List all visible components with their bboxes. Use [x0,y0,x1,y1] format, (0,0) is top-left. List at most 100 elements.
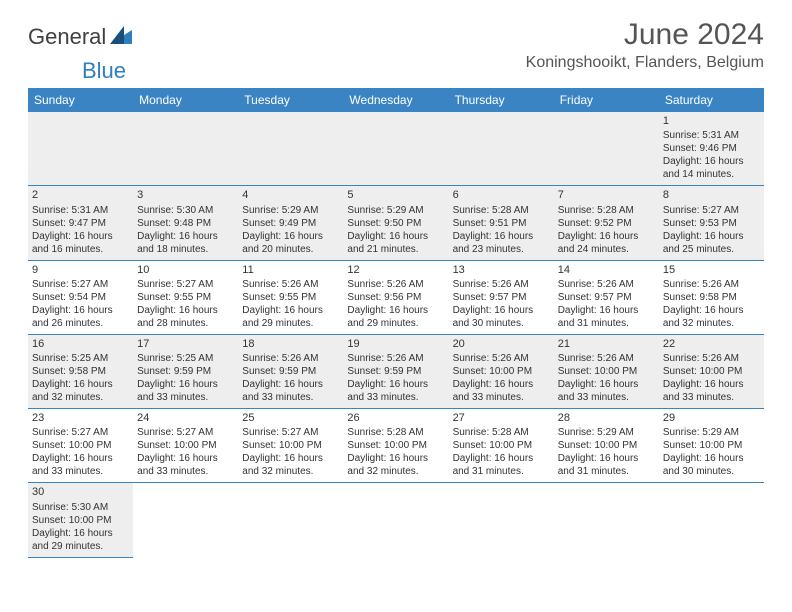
day-detail: Sunrise: 5:30 AM [32,501,129,514]
day-detail: Sunset: 9:58 PM [32,365,129,378]
day-detail: Sunset: 9:54 PM [32,291,129,304]
day-detail: Daylight: 16 hours [558,378,655,391]
calendar-cell [238,483,343,557]
day-detail: Sunrise: 5:26 AM [663,278,760,291]
day-header: Saturday [659,88,764,112]
day-number: 12 [347,263,444,277]
day-detail: and 33 minutes. [32,465,129,478]
calendar-cell [28,112,133,186]
calendar-cell: 5Sunrise: 5:29 AMSunset: 9:50 PMDaylight… [343,186,448,260]
day-number: 28 [558,411,655,425]
day-detail: Sunrise: 5:27 AM [137,426,234,439]
calendar-row: 16Sunrise: 5:25 AMSunset: 9:58 PMDayligh… [28,334,764,408]
day-detail: Sunrise: 5:25 AM [137,352,234,365]
calendar-cell: 30Sunrise: 5:30 AMSunset: 10:00 PMDaylig… [28,483,133,557]
calendar-row: 1Sunrise: 5:31 AMSunset: 9:46 PMDaylight… [28,112,764,186]
day-header: Tuesday [238,88,343,112]
day-detail: Daylight: 16 hours [32,378,129,391]
day-number: 7 [558,188,655,202]
day-detail: and 29 minutes. [347,317,444,330]
logo-sail-icon [110,26,132,49]
day-detail: and 16 minutes. [32,243,129,256]
day-detail: Sunset: 9:57 PM [558,291,655,304]
day-number: 13 [453,263,550,277]
day-detail: Sunrise: 5:31 AM [32,204,129,217]
day-detail: and 18 minutes. [137,243,234,256]
calendar-cell: 16Sunrise: 5:25 AMSunset: 9:58 PMDayligh… [28,334,133,408]
calendar-cell: 6Sunrise: 5:28 AMSunset: 9:51 PMDaylight… [449,186,554,260]
day-detail: and 24 minutes. [558,243,655,256]
day-detail: Sunset: 9:57 PM [453,291,550,304]
day-detail: and 32 minutes. [32,391,129,404]
day-detail: and 33 minutes. [137,391,234,404]
day-header: Friday [554,88,659,112]
calendar-cell: 3Sunrise: 5:30 AMSunset: 9:48 PMDaylight… [133,186,238,260]
day-detail: Daylight: 16 hours [137,230,234,243]
day-detail: and 32 minutes. [347,465,444,478]
day-detail: Sunrise: 5:27 AM [32,426,129,439]
day-detail: Sunset: 10:00 PM [32,439,129,452]
day-detail: Sunrise: 5:26 AM [558,352,655,365]
calendar-cell: 26Sunrise: 5:28 AMSunset: 10:00 PMDaylig… [343,409,448,483]
day-detail: Sunset: 9:55 PM [242,291,339,304]
day-detail: Daylight: 16 hours [32,304,129,317]
day-detail: Sunset: 10:00 PM [453,365,550,378]
day-detail: Daylight: 16 hours [453,230,550,243]
day-number: 19 [347,337,444,351]
day-detail: Daylight: 16 hours [558,304,655,317]
calendar-row: 2Sunrise: 5:31 AMSunset: 9:47 PMDaylight… [28,186,764,260]
calendar-cell: 29Sunrise: 5:29 AMSunset: 10:00 PMDaylig… [659,409,764,483]
day-number: 24 [137,411,234,425]
day-detail: Sunrise: 5:29 AM [347,204,444,217]
calendar-row: 23Sunrise: 5:27 AMSunset: 10:00 PMDaylig… [28,409,764,483]
day-number: 14 [558,263,655,277]
day-detail: Sunrise: 5:26 AM [453,278,550,291]
day-number: 17 [137,337,234,351]
calendar-cell: 8Sunrise: 5:27 AMSunset: 9:53 PMDaylight… [659,186,764,260]
day-detail: Sunset: 9:47 PM [32,217,129,230]
calendar-cell [554,112,659,186]
day-detail: Sunset: 9:50 PM [347,217,444,230]
calendar-cell [449,483,554,557]
day-detail: and 33 minutes. [137,465,234,478]
day-number: 27 [453,411,550,425]
day-detail: Sunset: 9:53 PM [663,217,760,230]
calendar-cell [343,483,448,557]
day-detail: and 29 minutes. [32,540,129,553]
day-detail: Daylight: 16 hours [242,304,339,317]
day-detail: Sunrise: 5:29 AM [558,426,655,439]
day-detail: Daylight: 16 hours [32,452,129,465]
day-detail: and 29 minutes. [242,317,339,330]
calendar-cell: 1Sunrise: 5:31 AMSunset: 9:46 PMDaylight… [659,112,764,186]
logo-text-blue: Blue [82,58,792,84]
day-detail: and 23 minutes. [453,243,550,256]
day-detail: Daylight: 16 hours [663,155,760,168]
day-detail: Sunrise: 5:26 AM [558,278,655,291]
day-detail: Daylight: 16 hours [558,230,655,243]
day-detail: Sunrise: 5:31 AM [663,129,760,142]
calendar-cell [554,483,659,557]
calendar-cell: 28Sunrise: 5:29 AMSunset: 10:00 PMDaylig… [554,409,659,483]
day-detail: and 33 minutes. [453,391,550,404]
day-number: 4 [242,188,339,202]
day-detail: Sunrise: 5:26 AM [242,352,339,365]
calendar-cell: 23Sunrise: 5:27 AMSunset: 10:00 PMDaylig… [28,409,133,483]
day-number: 1 [663,114,760,128]
day-detail: Sunset: 10:00 PM [347,439,444,452]
day-detail: Sunrise: 5:29 AM [242,204,339,217]
day-detail: Daylight: 16 hours [32,527,129,540]
calendar-cell [449,112,554,186]
calendar-cell [659,483,764,557]
day-detail: Sunrise: 5:26 AM [453,352,550,365]
calendar-cell: 12Sunrise: 5:26 AMSunset: 9:56 PMDayligh… [343,260,448,334]
day-detail: Daylight: 16 hours [558,452,655,465]
calendar-cell [133,112,238,186]
day-detail: Daylight: 16 hours [347,230,444,243]
day-number: 26 [347,411,444,425]
calendar-cell: 24Sunrise: 5:27 AMSunset: 10:00 PMDaylig… [133,409,238,483]
logo: General [28,24,134,50]
day-detail: and 28 minutes. [137,317,234,330]
day-detail: Daylight: 16 hours [137,452,234,465]
day-detail: Sunrise: 5:28 AM [453,426,550,439]
day-detail: and 30 minutes. [453,317,550,330]
